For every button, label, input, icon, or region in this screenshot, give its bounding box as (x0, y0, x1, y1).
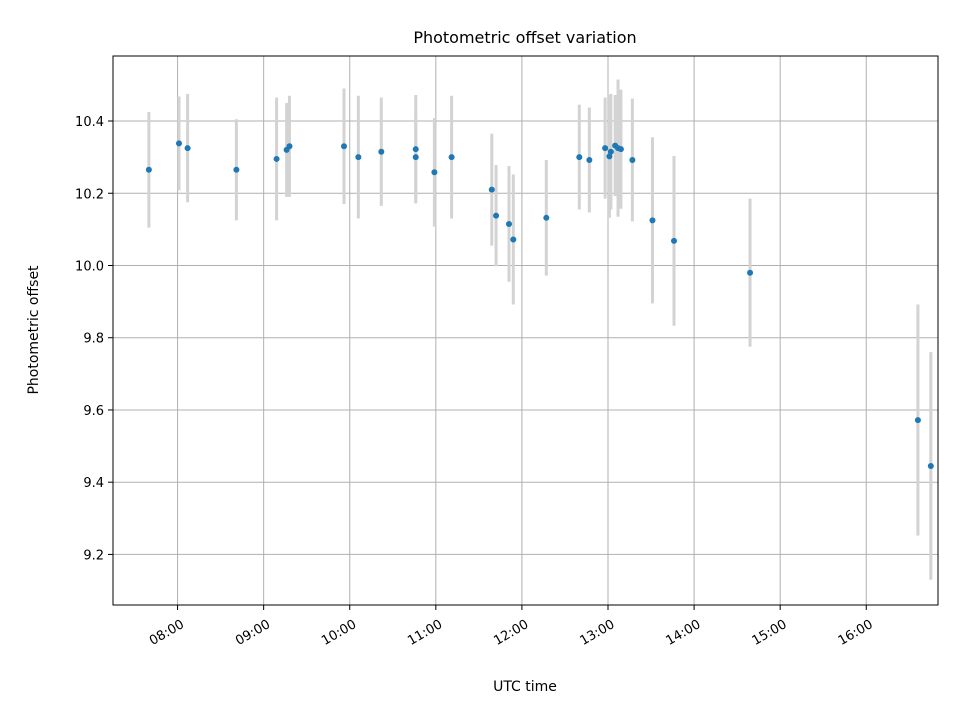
data-point (341, 143, 347, 150)
data-point (510, 236, 517, 243)
data-point (488, 186, 495, 193)
data-point (747, 269, 754, 276)
data-point (184, 145, 191, 152)
data-point (927, 462, 934, 469)
data-point (378, 148, 385, 155)
plot-frame (112, 55, 939, 606)
data-point (286, 143, 293, 150)
data-point (671, 237, 677, 244)
data-point (543, 214, 550, 221)
chart-title: Photometric offset variation (413, 28, 636, 47)
x-axis-label: UTC time (493, 679, 557, 695)
data-point (355, 154, 362, 161)
data-point (412, 154, 419, 161)
data-point (576, 154, 583, 161)
y-tick-label: 10.2 (75, 187, 104, 202)
data-point (412, 146, 419, 153)
y-tick-label: 9.4 (83, 476, 104, 491)
data-points (145, 140, 934, 469)
data-point (606, 153, 613, 160)
data-point (233, 166, 240, 173)
data-point (649, 217, 656, 224)
data-point (602, 145, 609, 152)
y-tick-label: 9.8 (83, 332, 104, 347)
data-point (629, 157, 636, 164)
y-tick-label: 9.2 (83, 548, 104, 563)
data-point (145, 166, 152, 173)
data-point (607, 148, 614, 155)
data-point (273, 155, 280, 162)
y-axis-label: Photometric offset (26, 265, 42, 395)
data-point (431, 169, 438, 176)
y-tick-label: 10.0 (75, 259, 104, 274)
y-tick-label: 9.6 (83, 404, 104, 419)
y-tick-label: 10.4 (75, 115, 104, 130)
data-point (493, 212, 500, 219)
data-point (586, 157, 593, 164)
data-point (914, 417, 921, 424)
data-point (176, 140, 182, 147)
data-point (448, 154, 455, 161)
data-point (506, 220, 512, 227)
data-point (617, 146, 624, 153)
